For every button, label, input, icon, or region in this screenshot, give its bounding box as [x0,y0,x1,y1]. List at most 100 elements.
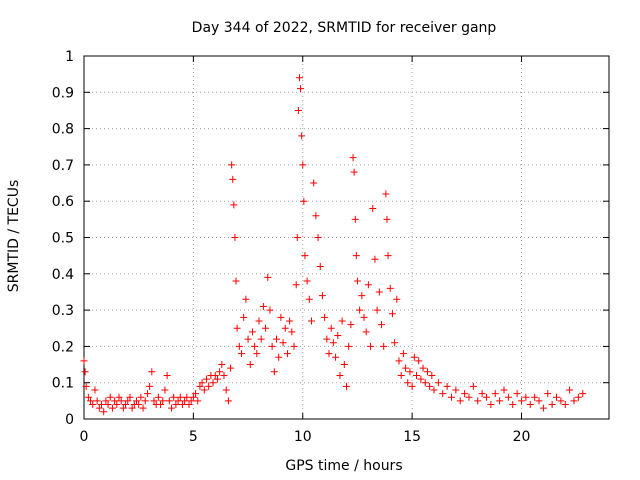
data-point [148,368,155,375]
y-tick-label: 0.8 [52,122,74,138]
data-point [527,401,534,408]
data-point [549,401,556,408]
data-point [496,397,503,404]
data-point [369,205,376,212]
data-point [404,379,411,386]
data-point [300,198,307,205]
data-point [144,390,151,397]
data-point [247,361,254,368]
data-point [361,314,368,321]
data-point [396,357,403,364]
data-point [229,176,236,183]
data-point [326,350,333,357]
data-point [382,190,389,197]
data-point [298,132,305,139]
data-point [334,332,341,339]
data-point [308,317,315,324]
data-point [351,169,358,176]
data-point [406,368,413,375]
data-point [391,339,398,346]
data-point [170,394,177,401]
data-point [371,256,378,263]
data-point [544,390,551,397]
data-point [457,397,464,404]
data-point [315,234,322,241]
data-point [210,379,217,386]
data-point [161,386,168,393]
data-point [275,354,282,361]
data-point [94,397,101,404]
data-point [166,397,173,404]
data-point [233,278,240,285]
data-point [221,372,228,379]
data-point [242,296,249,303]
data-point [297,85,304,92]
x-tick-label: 5 [189,429,198,445]
data-point [319,292,326,299]
data-point [514,390,521,397]
data-point [271,368,278,375]
data-point [385,252,392,259]
data-point [356,307,363,314]
data-points [81,74,587,415]
data-point [306,296,313,303]
data-point [483,394,490,401]
data-point [288,328,295,335]
data-point [218,361,225,368]
y-axis-label: SRMTID / TECUs [6,180,22,293]
data-point [393,296,400,303]
data-point [339,317,346,324]
data-point [398,372,405,379]
data-point [417,376,424,383]
data-point [301,252,308,259]
data-point [273,336,280,343]
data-point [245,336,252,343]
y-tick-label: 0.2 [52,339,74,355]
data-point [227,365,234,372]
data-point [448,394,455,401]
data-point [164,372,171,379]
data-point [168,405,175,412]
data-point [365,281,372,288]
data-point [323,336,330,343]
data-point [294,234,301,241]
data-point [444,383,451,390]
data-point [304,278,311,285]
data-point [435,379,442,386]
data-point [579,390,586,397]
data-point [402,365,409,372]
data-point [269,343,276,350]
data-point [383,216,390,223]
data-point [332,354,339,361]
x-axis-label: GPS time / hours [285,458,402,474]
data-point [387,285,394,292]
data-point [353,252,360,259]
data-point [291,343,298,350]
data-point [413,372,420,379]
y-tick-label: 0.1 [52,376,74,392]
data-point [310,180,317,187]
data-point [518,397,525,404]
data-point [341,361,348,368]
axis-ticks: 00.10.20.30.40.50.60.70.80.910 5 10 15 20 [52,49,609,445]
data-point [91,386,98,393]
data-point [234,325,241,332]
data-point [553,394,560,401]
data-point [280,339,287,346]
y-tick-label: 0.7 [52,158,74,174]
data-point [522,394,529,401]
data-point [354,278,361,285]
data-point [296,74,303,81]
data-point [571,397,578,404]
data-point [380,343,387,350]
y-tick-label: 0.9 [52,85,74,101]
data-point [566,386,573,393]
data-point [479,390,486,397]
data-point [474,397,481,404]
data-point [228,161,235,168]
data-point [266,307,273,314]
data-point [142,397,149,404]
data-point [240,314,247,321]
data-point [376,288,383,295]
data-point [293,281,300,288]
